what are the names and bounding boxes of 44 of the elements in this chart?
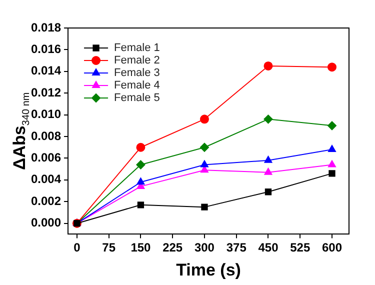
legend-label: Female 4 [114,80,160,92]
y-tick-label: 0.014 [31,64,62,78]
y-tick-label: 0.000 [31,216,62,230]
x-tick-label: 0 [74,240,81,255]
x-tick-label: 300 [194,240,215,255]
legend-label: Female 1 [114,42,160,54]
point [200,160,208,168]
legend-label: Female 2 [114,54,160,67]
point [327,62,336,72]
y-tick-label: 0.004 [31,172,62,186]
point [136,178,145,185]
y-tick-label: 0.012 [31,85,62,100]
x-tick-label: 225 [162,240,183,255]
point [328,170,336,177]
point [136,142,146,152]
x-axis-title: Time (s) [176,260,241,280]
point [200,142,209,152]
x-tick-label: 600 [322,240,342,255]
point [137,202,144,208]
point [264,188,272,196]
point [264,114,273,124]
x-tick-label: 450 [258,240,279,255]
y-tick-label: 0.006 [31,150,62,165]
legend-label: Female 3 [114,67,160,80]
y-tick-label: 0.016 [31,42,62,56]
point [328,160,336,168]
x-tick-label: 525 [290,240,310,255]
point [136,160,146,170]
point [264,61,273,70]
y-tick-label: 0.002 [31,194,62,208]
point [264,156,272,163]
point [264,168,272,175]
legend-label: Female 5 [114,92,160,104]
point [201,204,208,210]
y-tick-label: 0.010 [31,107,62,122]
y-tick-label: 0.008 [31,128,62,143]
x-tick-label: 150 [130,240,152,255]
x-tick-label: 375 [226,240,247,255]
x-tick-label: 75 [102,240,116,255]
y-axis-title: ΔAbs340 nm [10,92,32,170]
point [200,114,209,124]
y-tick-label: 0.018 [31,20,62,34]
point [328,145,336,152]
point [327,121,336,130]
